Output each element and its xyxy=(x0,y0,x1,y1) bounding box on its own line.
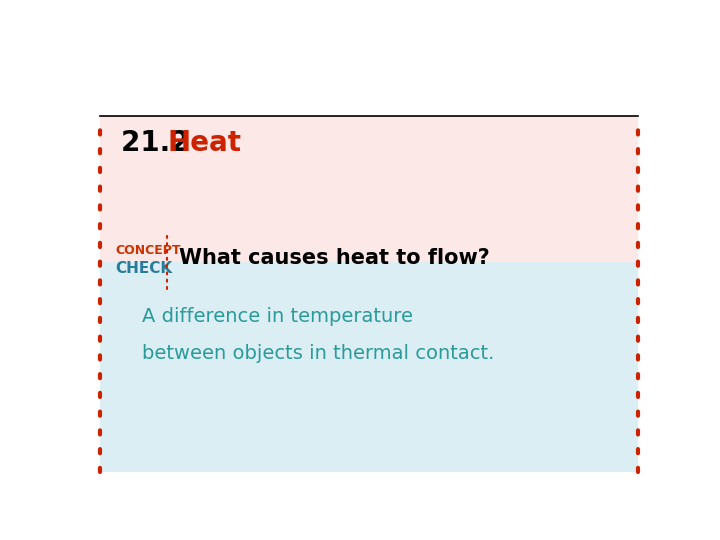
Text: What causes heat to flow?: What causes heat to flow? xyxy=(179,248,490,268)
Text: 21.2: 21.2 xyxy=(121,129,199,157)
Bar xyxy=(100,262,638,472)
Text: Heat: Heat xyxy=(168,129,242,157)
Text: A difference in temperature: A difference in temperature xyxy=(142,307,413,326)
Text: CONCEPT: CONCEPT xyxy=(116,244,181,257)
Bar xyxy=(100,116,638,262)
Text: between objects in thermal contact.: between objects in thermal contact. xyxy=(142,345,494,363)
Text: CHECK: CHECK xyxy=(116,261,173,276)
